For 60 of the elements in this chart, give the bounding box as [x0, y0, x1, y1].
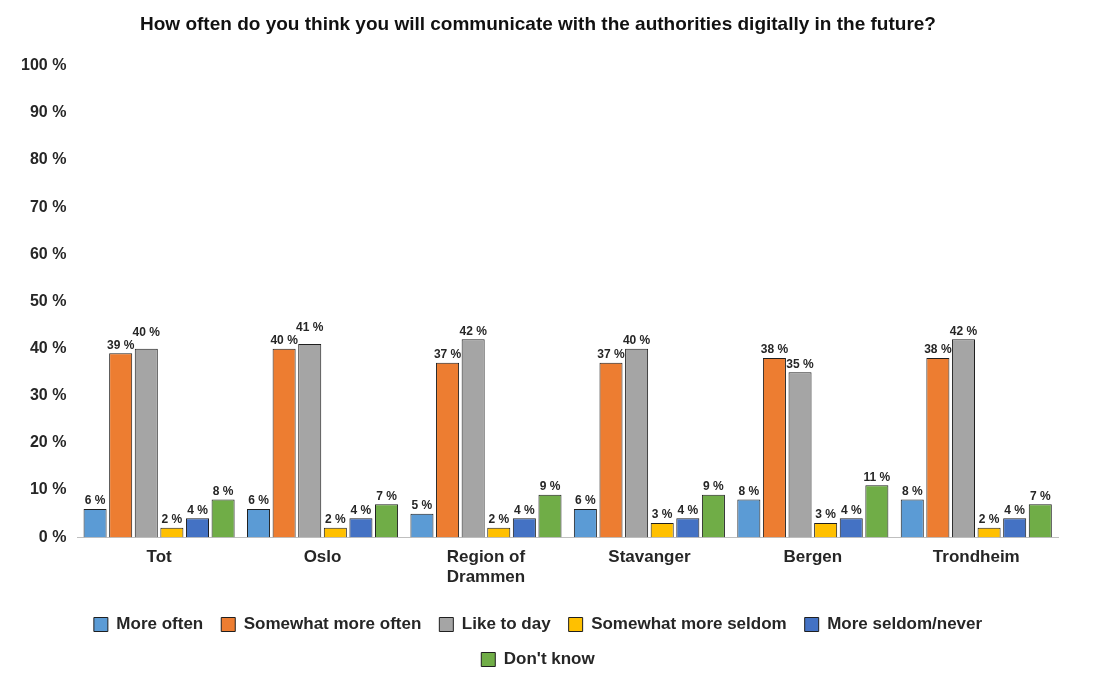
x-tick-label: Trondheim: [932, 547, 1020, 567]
data-label: 39 %: [107, 337, 135, 352]
y-tick-label: 40 %: [29, 339, 67, 357]
data-label: 6 %: [84, 493, 106, 508]
data-label: 4 %: [1004, 502, 1026, 517]
y-tick-label: 50 %: [29, 291, 67, 309]
y-tick-label: 0 %: [38, 527, 67, 545]
data-label: 4 %: [514, 502, 536, 517]
data-label: 35 %: [786, 356, 815, 371]
data-label: 3 %: [815, 507, 837, 522]
data-label: 4 %: [677, 502, 699, 517]
data-label: 38 %: [760, 342, 789, 357]
data-label: 2 %: [488, 512, 510, 527]
data-label: 2 %: [324, 512, 346, 527]
x-tick-label: Bergen: [783, 547, 843, 567]
data-label: 2 %: [978, 512, 1000, 527]
data-label: 38 %: [924, 342, 952, 357]
y-tick-label: 100 %: [20, 56, 67, 74]
legend-label: Somewhat more seldom: [591, 614, 787, 634]
y-tick-label: 20 %: [29, 433, 67, 451]
y-tick-label: 80 %: [29, 150, 67, 168]
data-label: 9 %: [703, 479, 725, 494]
data-label: 4 %: [350, 502, 372, 517]
y-tick-label: 10 %: [29, 480, 67, 498]
data-label: 42 %: [459, 323, 488, 338]
data-label: 8 %: [212, 483, 234, 498]
x-tick-label: Tot: [146, 547, 173, 567]
x-tick-label: Stavanger: [608, 547, 691, 567]
data-label: 37 %: [597, 347, 625, 362]
legend-label: More often: [116, 614, 204, 634]
y-tick-label: 60 %: [29, 244, 67, 262]
y-tick-label: 30 %: [29, 386, 67, 404]
data-label: 3 %: [651, 507, 673, 522]
data-label: 40 %: [270, 332, 299, 347]
data-label: 2 %: [161, 512, 183, 527]
y-tick-label: 70 %: [29, 197, 67, 215]
data-label: 40 %: [132, 324, 161, 339]
data-label: 41 %: [296, 320, 324, 335]
data-label: 4 %: [187, 502, 209, 517]
x-tick-label: Region of Drammen: [446, 547, 526, 587]
y-tick-label: 90 %: [29, 103, 67, 121]
data-label: 37 %: [433, 347, 462, 362]
data-label: 40 %: [622, 332, 651, 347]
legend-label: More seldom/never: [827, 614, 983, 634]
data-label: 4 %: [840, 502, 862, 517]
data-label: 5 %: [411, 497, 433, 512]
data-label: 11 %: [863, 469, 891, 484]
data-label: 6 %: [575, 493, 597, 508]
data-label: 8 %: [738, 483, 760, 498]
legend-label: Somewhat more often: [243, 614, 422, 634]
chart-title: How often do you think you will communicate with the authorities digitally in the future?: [140, 12, 936, 34]
legend-label: Like to day: [461, 614, 552, 634]
data-label: 7 %: [1029, 488, 1051, 503]
x-tick-label: Oslo: [303, 547, 342, 567]
data-label: 7 %: [376, 488, 398, 503]
data-label: 6 %: [248, 493, 270, 508]
data-label: 9 %: [539, 479, 561, 494]
legend-label: Don't know: [503, 649, 596, 669]
data-label: 42 %: [949, 323, 978, 338]
data-label: 8 %: [901, 483, 923, 498]
